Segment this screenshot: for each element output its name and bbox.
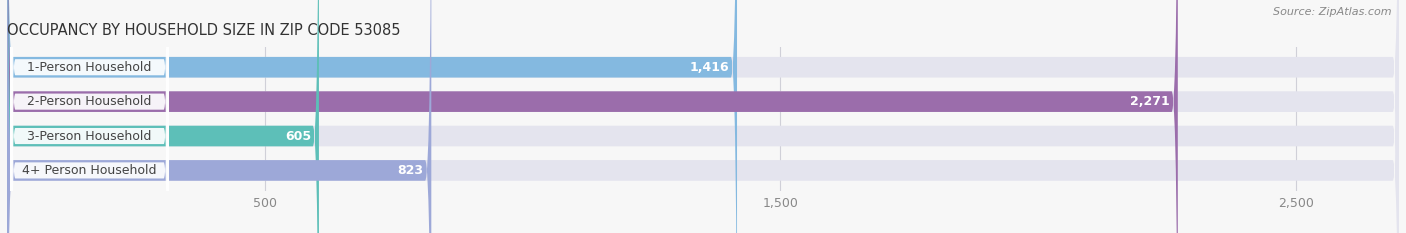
FancyBboxPatch shape xyxy=(10,0,169,233)
FancyBboxPatch shape xyxy=(7,0,1399,233)
Text: 3-Person Household: 3-Person Household xyxy=(27,130,152,143)
Text: 823: 823 xyxy=(398,164,423,177)
FancyBboxPatch shape xyxy=(10,0,169,233)
FancyBboxPatch shape xyxy=(7,0,319,233)
Text: Source: ZipAtlas.com: Source: ZipAtlas.com xyxy=(1274,7,1392,17)
FancyBboxPatch shape xyxy=(7,0,1399,233)
Text: 4+ Person Household: 4+ Person Household xyxy=(22,164,156,177)
FancyBboxPatch shape xyxy=(10,0,169,233)
Text: 2-Person Household: 2-Person Household xyxy=(27,95,152,108)
FancyBboxPatch shape xyxy=(7,0,1399,233)
Text: 1,416: 1,416 xyxy=(690,61,730,74)
FancyBboxPatch shape xyxy=(7,0,1399,233)
Text: 605: 605 xyxy=(285,130,311,143)
Text: 2,271: 2,271 xyxy=(1130,95,1170,108)
Text: 1-Person Household: 1-Person Household xyxy=(27,61,152,74)
FancyBboxPatch shape xyxy=(10,0,169,233)
Text: OCCUPANCY BY HOUSEHOLD SIZE IN ZIP CODE 53085: OCCUPANCY BY HOUSEHOLD SIZE IN ZIP CODE … xyxy=(7,24,401,38)
FancyBboxPatch shape xyxy=(7,0,737,233)
FancyBboxPatch shape xyxy=(7,0,432,233)
FancyBboxPatch shape xyxy=(7,0,1178,233)
